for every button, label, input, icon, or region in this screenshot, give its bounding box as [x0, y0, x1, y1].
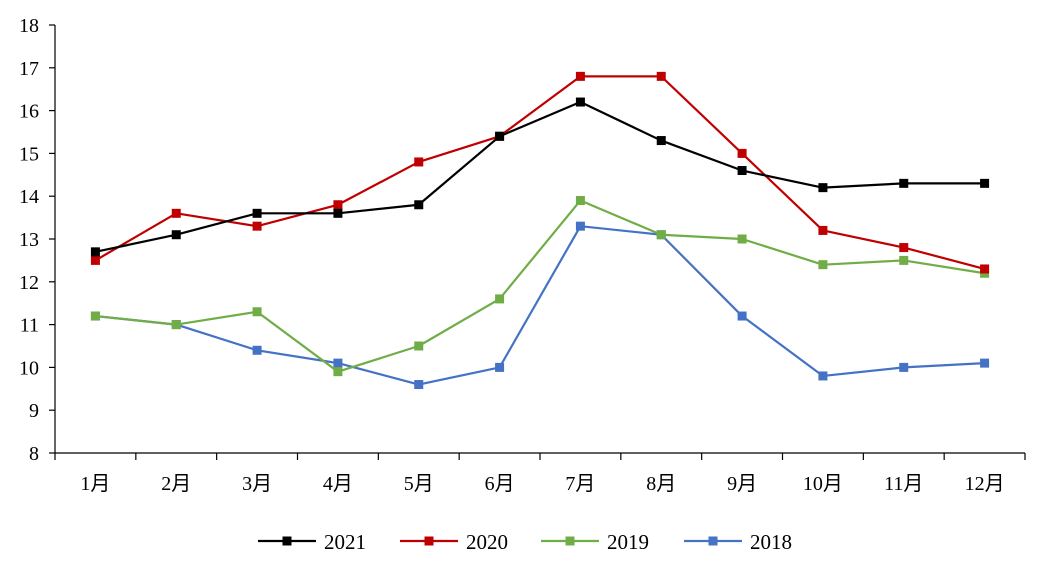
data-point — [575, 195, 585, 205]
legend-marker — [282, 536, 292, 546]
y-tick-label: 8 — [29, 443, 39, 465]
data-point — [414, 380, 424, 390]
data-point — [656, 136, 666, 146]
data-point — [737, 166, 747, 176]
series-line — [95, 225, 985, 386]
data-point — [495, 294, 505, 304]
y-tick-label: 13 — [19, 229, 39, 251]
series-2020 — [90, 71, 990, 274]
data-point — [333, 358, 343, 368]
data-point — [252, 221, 262, 231]
series-line — [94, 75, 985, 271]
y-axis: 8 9 10 11 12 13 14 15 16 17 18 — [19, 15, 56, 465]
data-point — [656, 71, 666, 81]
data-point — [737, 311, 747, 321]
x-axis: 1月 2月 3月 4月 5月 6月 7月 8月 9月 10月 11月 12月 — [54, 452, 1026, 495]
data-point — [252, 345, 262, 355]
data-point — [737, 234, 747, 244]
legend-item-2019: 2019 — [541, 530, 649, 554]
y-tick-label: 18 — [19, 15, 39, 37]
data-point — [980, 178, 990, 188]
y-tick-label: 12 — [19, 272, 39, 294]
legend-label: 2019 — [607, 530, 649, 554]
y-tick-label: 14 — [19, 186, 39, 208]
data-point — [899, 255, 909, 265]
data-point — [414, 157, 424, 167]
y-tick-label: 17 — [19, 58, 39, 80]
data-point — [414, 200, 424, 210]
x-tick-label: 10月 — [803, 473, 843, 495]
y-tick-label: 16 — [19, 101, 39, 123]
data-point — [90, 247, 100, 257]
data-point — [171, 208, 181, 218]
x-tick-label: 11月 — [884, 473, 923, 495]
x-tick-label: 2月 — [161, 473, 191, 495]
x-tick-label: 1月 — [80, 473, 110, 495]
data-point — [899, 178, 909, 188]
data-point — [575, 97, 585, 107]
x-tick-label: 4月 — [323, 473, 353, 495]
data-point — [495, 362, 505, 372]
data-point — [656, 230, 666, 240]
data-point — [333, 208, 343, 218]
legend-marker — [708, 536, 718, 546]
data-point — [818, 371, 828, 381]
data-point — [980, 264, 990, 274]
y-tick-label: 10 — [19, 357, 39, 379]
x-tick-label: 7月 — [565, 473, 595, 495]
legend-item-2020: 2020 — [400, 530, 508, 554]
series-2019 — [90, 195, 990, 377]
data-point — [737, 148, 747, 158]
data-point — [414, 341, 424, 351]
legend-marker — [565, 536, 575, 546]
data-point — [252, 208, 262, 218]
data-point — [90, 311, 100, 321]
series-line — [95, 199, 985, 373]
x-tick-label: 5月 — [404, 473, 434, 495]
x-tick-label: 9月 — [727, 473, 757, 495]
x-tick-label: 8月 — [646, 473, 676, 495]
legend-item-2021: 2021 — [258, 530, 366, 554]
legend-marker — [424, 536, 434, 546]
series-2021 — [90, 97, 990, 257]
y-tick-label: 11 — [20, 315, 39, 337]
legend: 2021 2020 2019 2018 — [258, 530, 792, 554]
data-point — [333, 367, 343, 377]
data-point — [90, 255, 100, 265]
legend-label: 2018 — [750, 530, 792, 554]
series-2018 — [90, 221, 990, 390]
data-point — [899, 362, 909, 372]
series-line — [95, 100, 985, 253]
data-point — [575, 221, 585, 231]
y-tick-label: 15 — [19, 143, 39, 165]
y-tick-label: 9 — [29, 400, 39, 422]
data-point — [818, 225, 828, 235]
data-point — [818, 260, 828, 270]
x-tick-label: 6月 — [485, 473, 515, 495]
legend-label: 2021 — [324, 530, 366, 554]
x-tick-label: 3月 — [242, 473, 272, 495]
legend-label: 2020 — [466, 530, 508, 554]
data-point — [333, 200, 343, 210]
data-point — [171, 230, 181, 240]
legend-item-2018: 2018 — [684, 530, 792, 554]
data-point — [818, 183, 828, 193]
data-point — [252, 307, 262, 317]
data-point — [899, 243, 909, 253]
x-tick-label: 12月 — [965, 473, 1005, 495]
data-point — [575, 71, 585, 81]
plot-area — [90, 71, 990, 390]
data-point — [495, 131, 505, 141]
data-point — [980, 358, 990, 368]
data-point — [171, 320, 181, 330]
